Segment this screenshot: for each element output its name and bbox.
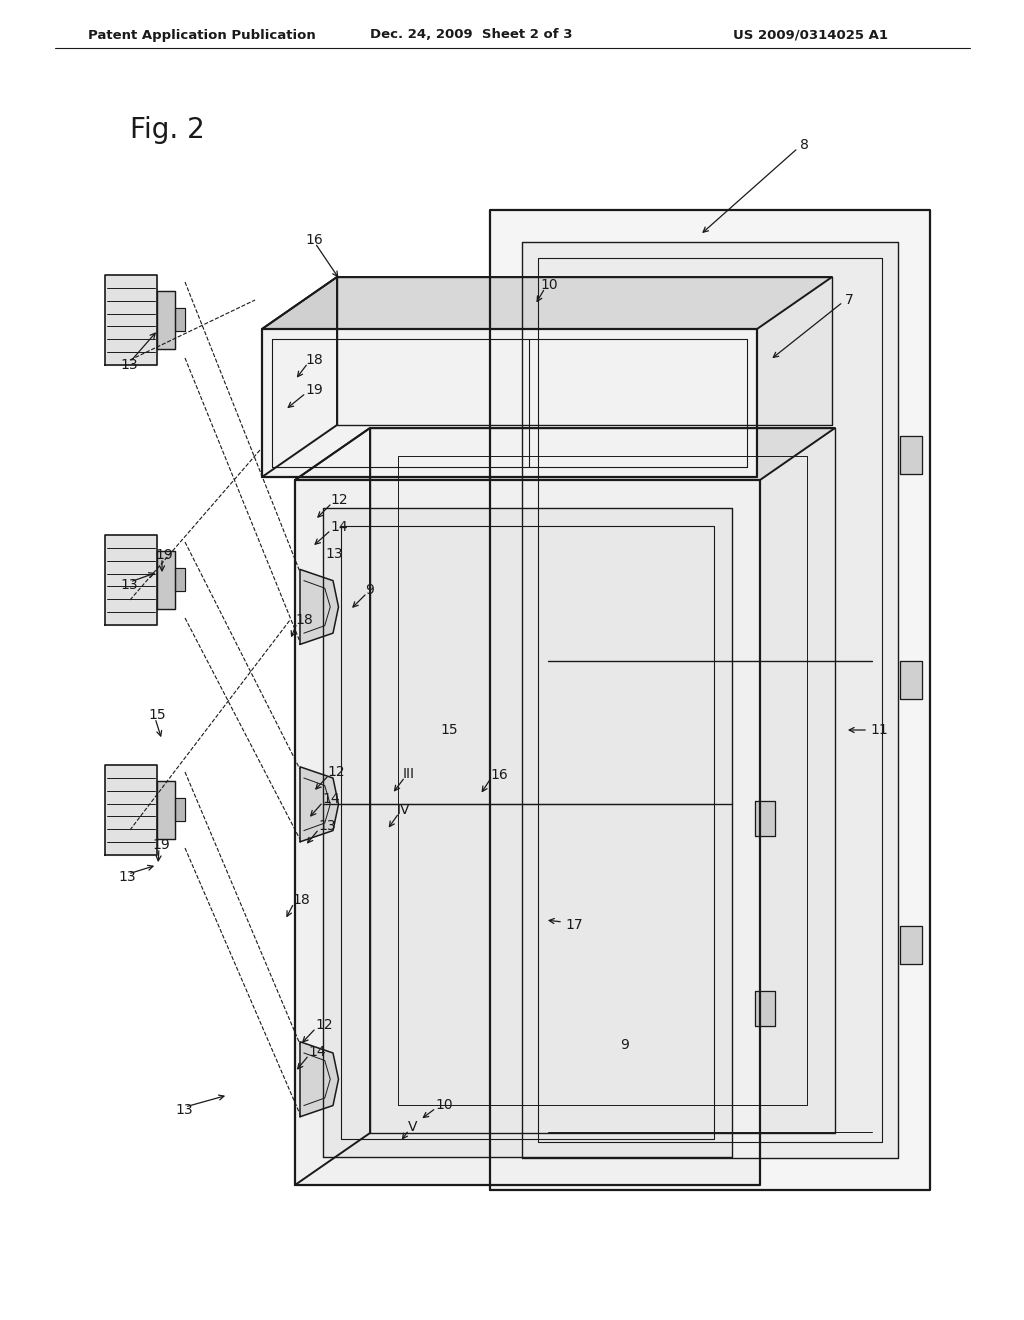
Polygon shape <box>157 550 175 609</box>
Polygon shape <box>157 780 175 840</box>
Text: 19: 19 <box>305 383 323 397</box>
Polygon shape <box>105 275 157 366</box>
Polygon shape <box>900 436 922 474</box>
Polygon shape <box>262 277 831 329</box>
Text: 11: 11 <box>870 723 888 737</box>
Text: 13: 13 <box>318 818 336 833</box>
Polygon shape <box>175 568 185 591</box>
Text: 12: 12 <box>330 492 347 507</box>
Polygon shape <box>105 766 157 855</box>
Text: Patent Application Publication: Patent Application Publication <box>88 29 315 41</box>
Text: 14: 14 <box>308 1045 326 1059</box>
Text: IV: IV <box>397 803 411 817</box>
Text: 18: 18 <box>305 352 323 367</box>
Polygon shape <box>370 428 835 1133</box>
Polygon shape <box>157 290 175 348</box>
Text: 15: 15 <box>148 708 166 722</box>
Text: 10: 10 <box>435 1098 453 1111</box>
Text: 19: 19 <box>152 838 170 851</box>
Text: 12: 12 <box>327 766 345 779</box>
Polygon shape <box>295 480 760 1185</box>
Polygon shape <box>490 210 930 1191</box>
Text: 13: 13 <box>325 546 343 561</box>
Polygon shape <box>755 991 775 1026</box>
Polygon shape <box>300 569 339 644</box>
Text: 17: 17 <box>565 917 583 932</box>
Text: 14: 14 <box>322 792 340 807</box>
Text: 13: 13 <box>120 358 137 372</box>
Polygon shape <box>105 535 157 624</box>
Polygon shape <box>522 242 898 1158</box>
Polygon shape <box>175 308 185 331</box>
Polygon shape <box>900 927 922 964</box>
Text: 19: 19 <box>155 548 173 562</box>
Text: 10: 10 <box>540 279 558 292</box>
Polygon shape <box>323 508 732 1158</box>
Text: 16: 16 <box>305 234 323 247</box>
Text: 13: 13 <box>175 1104 193 1117</box>
Polygon shape <box>300 767 339 842</box>
Polygon shape <box>295 428 835 480</box>
Polygon shape <box>295 428 370 1185</box>
Text: 9: 9 <box>620 1038 629 1052</box>
Polygon shape <box>300 1041 339 1117</box>
Text: 13: 13 <box>118 870 135 884</box>
Text: 18: 18 <box>292 894 309 907</box>
Text: 9: 9 <box>365 583 374 597</box>
Text: 8: 8 <box>800 139 809 152</box>
Polygon shape <box>337 277 831 425</box>
Text: 12: 12 <box>315 1018 333 1032</box>
Polygon shape <box>262 329 757 477</box>
Polygon shape <box>755 801 775 836</box>
Polygon shape <box>900 661 922 700</box>
Text: V: V <box>408 1119 418 1134</box>
Polygon shape <box>262 277 337 477</box>
Text: Dec. 24, 2009  Sheet 2 of 3: Dec. 24, 2009 Sheet 2 of 3 <box>370 29 572 41</box>
Text: 16: 16 <box>490 768 508 781</box>
Text: US 2009/0314025 A1: US 2009/0314025 A1 <box>733 29 888 41</box>
Text: 7: 7 <box>845 293 854 308</box>
Text: Fig. 2: Fig. 2 <box>130 116 205 144</box>
Text: 14: 14 <box>330 520 347 535</box>
Polygon shape <box>175 797 185 821</box>
Text: 13: 13 <box>120 578 137 591</box>
Text: III: III <box>403 767 415 781</box>
Text: 15: 15 <box>440 723 458 737</box>
Text: 18: 18 <box>295 612 312 627</box>
